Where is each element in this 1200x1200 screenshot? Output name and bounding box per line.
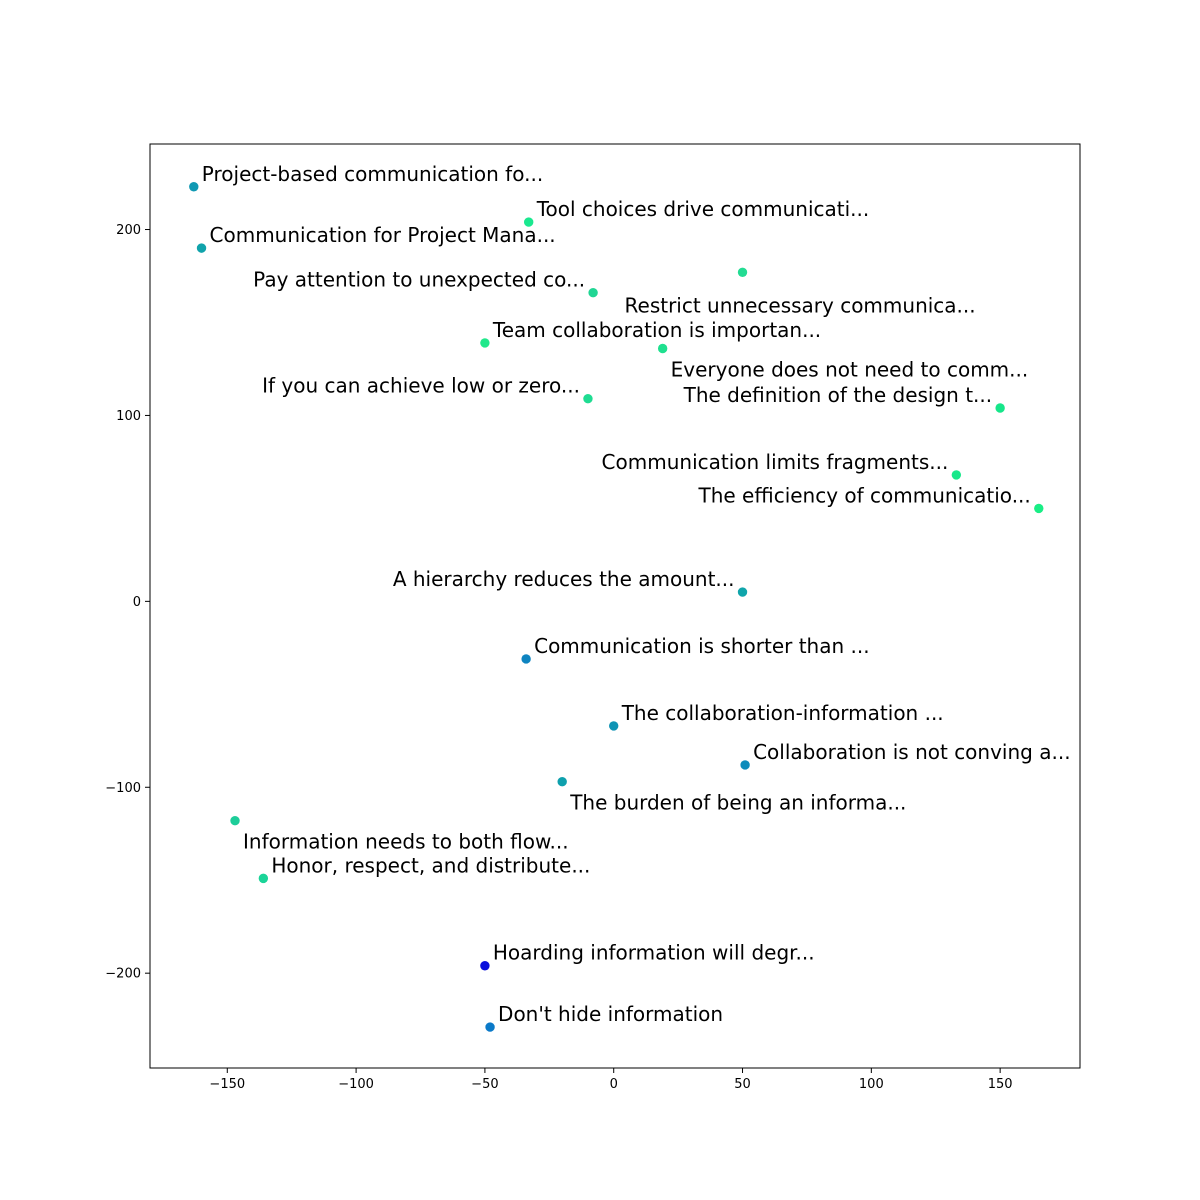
point-label: Pay attention to unexpected co... xyxy=(253,268,585,292)
scatter-point xyxy=(657,343,668,354)
point-label: Team collaboration is importan... xyxy=(492,318,821,342)
x-tick-label: −100 xyxy=(338,1077,374,1092)
point-label: Hoarding information will degr... xyxy=(493,941,815,965)
scatter-point xyxy=(557,776,567,787)
scatter-point xyxy=(740,760,750,770)
y-tick-label: −200 xyxy=(105,967,141,982)
point-label: The collaboration-information ... xyxy=(621,701,944,725)
scatter-point xyxy=(951,470,962,480)
y-tick-label: −100 xyxy=(105,781,141,796)
scatter-point xyxy=(189,182,199,192)
x-tick-label: 100 xyxy=(859,1077,884,1092)
point-label: A hierarchy reduces the amount... xyxy=(393,567,735,591)
y-tick-label: 0 xyxy=(133,595,141,610)
scatter-point xyxy=(609,721,619,731)
scatter-point xyxy=(258,873,269,884)
point-label: Communication is shorter than ... xyxy=(534,634,870,658)
x-tick-label: −50 xyxy=(471,1077,498,1092)
point-label: Restrict unnecessary communica... xyxy=(625,293,976,317)
point-label: Everyone does not need to comm... xyxy=(671,358,1029,382)
point-label: Communication limits fragments... xyxy=(602,450,949,474)
point-label: Don't hide information xyxy=(498,1002,723,1026)
scatter-point xyxy=(521,654,531,664)
scatter-point xyxy=(485,1022,495,1032)
y-tick-label: 200 xyxy=(116,223,141,238)
x-tick-label: 50 xyxy=(734,1077,751,1092)
x-axis: −150 −100 −50 0 50 100 150 xyxy=(209,1068,1013,1092)
y-axis: −200 −100 0 100 200 xyxy=(105,223,150,982)
point-label: The burden of being an informa... xyxy=(569,791,906,815)
scatter-point xyxy=(480,338,490,348)
x-tick-label: 0 xyxy=(610,1077,618,1092)
scatter-point xyxy=(230,816,240,826)
y-tick-label: 100 xyxy=(116,409,141,424)
point-label: Information needs to both flow... xyxy=(243,830,569,854)
scatter-point xyxy=(737,267,748,277)
scatter-point xyxy=(583,394,593,404)
scatter-point xyxy=(196,243,207,253)
scatter-point xyxy=(480,961,490,971)
point-label: If you can achieve low or zero... xyxy=(262,374,580,398)
x-tick-label: −150 xyxy=(209,1077,245,1092)
point-label: The definition of the design t... xyxy=(683,383,993,407)
scatter-point xyxy=(1034,503,1044,514)
scatter-point xyxy=(737,587,748,597)
x-tick-label: 150 xyxy=(988,1077,1013,1092)
scatter-point xyxy=(588,288,598,298)
point-label: The efficiency of communicatio... xyxy=(698,483,1031,507)
plot-frame xyxy=(149,143,1081,1069)
chart-marks: Project-based communication fo... Communi… xyxy=(189,162,1071,1032)
scatter-point xyxy=(995,403,1005,413)
point-label: Project-based communication fo... xyxy=(202,162,543,186)
scatter-point xyxy=(523,217,534,227)
point-label: Communication for Project Mana... xyxy=(210,223,556,247)
point-label: Collaboration is not conving a... xyxy=(753,740,1070,764)
point-label: Honor, respect, and distribute... xyxy=(271,853,590,877)
point-label: Tool choices drive communicati... xyxy=(536,197,870,221)
